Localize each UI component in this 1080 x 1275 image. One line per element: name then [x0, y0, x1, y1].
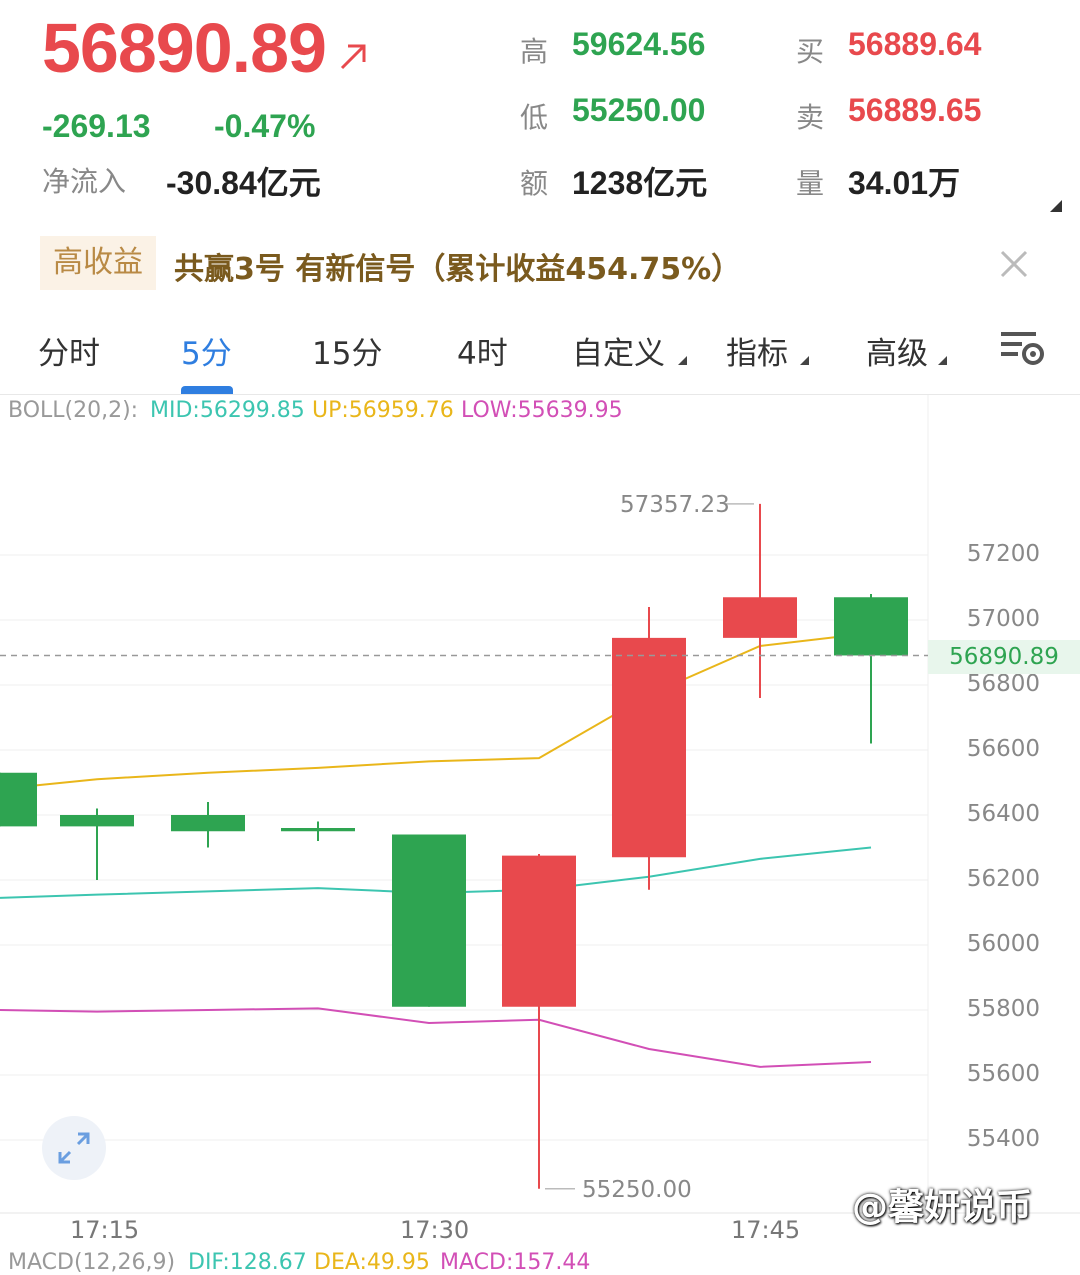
y-tick-label: 57200: [966, 541, 1040, 567]
y-tick-label: 55800: [966, 996, 1040, 1022]
macd-dif: DIF:128.67: [188, 1250, 307, 1275]
y-tick-label: 56200: [966, 866, 1040, 892]
fullscreen-button[interactable]: [42, 1116, 106, 1180]
boll-low: LOW:55639.95: [461, 398, 623, 423]
x-tick-label: 17:45: [731, 1216, 801, 1244]
chart-settings-icon[interactable]: [998, 328, 1048, 368]
tab-15min[interactable]: 15分: [312, 336, 383, 372]
candle-body: [281, 828, 355, 832]
candlestick-chart[interactable]: [0, 395, 1080, 1215]
indicators-dropdown-icon: [800, 356, 809, 365]
buy-label: 买: [796, 35, 825, 68]
current-price-tag: 56890.89: [928, 640, 1080, 674]
volume-label: 量: [796, 167, 825, 200]
boll-up: UP:56959.76: [312, 398, 454, 423]
volume-value: 34.01万: [848, 165, 961, 201]
x-tick-label: 17:30: [400, 1216, 470, 1244]
y-tick-label: 56600: [966, 736, 1040, 762]
promo-text[interactable]: 共赢3号 有新信号（累计收益454.75%）: [174, 252, 742, 287]
max-price-label: 57357.23: [620, 492, 730, 518]
candle-body: [612, 637, 686, 858]
low-label: 低: [520, 101, 549, 134]
amount-label: 额: [520, 167, 549, 200]
candle-body: [723, 597, 797, 638]
boll-lower-line: [0, 1007, 872, 1068]
macd-value: MACD:157.44: [440, 1250, 591, 1275]
y-tick-label: 57000: [966, 606, 1040, 632]
sell-value: 56889.65: [848, 92, 982, 128]
tab-indicators[interactable]: 指标: [726, 336, 788, 372]
tab-advanced[interactable]: 高级: [866, 336, 928, 372]
y-tick-label: 56000: [966, 931, 1040, 957]
min-price-label: 55250.00: [582, 1177, 692, 1203]
tabs-divider: [0, 394, 1080, 395]
tab-4hour[interactable]: 4时: [457, 336, 508, 372]
low-value: 55250.00: [572, 92, 706, 128]
tab-custom[interactable]: 自定义: [572, 336, 665, 372]
net-inflow-label: 净流入: [42, 165, 127, 198]
up-right-arrow-icon: [340, 44, 366, 70]
high-label: 高: [520, 35, 549, 68]
y-tick-label: 56400: [966, 801, 1040, 827]
last-price: 56890.89: [42, 9, 327, 87]
candle-body: [60, 815, 134, 827]
sell-label: 卖: [796, 101, 825, 134]
candle-body: [392, 834, 466, 1007]
y-tick-label: 55600: [966, 1061, 1040, 1087]
x-tick-label: 17:15: [70, 1216, 140, 1244]
candle-body: [834, 597, 908, 656]
y-tick-label: 55400: [966, 1126, 1040, 1152]
y-tick-label: 56800: [966, 671, 1040, 697]
amount-value: 1238亿元: [572, 165, 708, 201]
expand-stats-triangle-icon[interactable]: [1050, 200, 1062, 212]
macd-name: MACD(12,26,9): [8, 1250, 176, 1275]
expand-icon: [58, 1132, 90, 1164]
promo-badge[interactable]: 高收益: [40, 236, 156, 290]
boll-mid: MID:56299.85: [150, 398, 305, 423]
tab-timeshare[interactable]: 分时: [38, 336, 100, 372]
price-change-percent: -0.47%: [214, 108, 316, 144]
buy-value: 56889.64: [848, 26, 982, 62]
price-change: -269.13: [42, 108, 151, 144]
macd-dea: DEA:49.95: [314, 1250, 430, 1275]
close-icon[interactable]: [996, 246, 1032, 282]
candle-body: [171, 815, 245, 832]
custom-dropdown-icon: [678, 356, 687, 365]
boll-name: BOLL(20,2):: [8, 398, 139, 423]
advanced-dropdown-icon: [938, 356, 947, 365]
active-tab-indicator: [181, 386, 233, 394]
high-value: 59624.56: [572, 26, 706, 62]
candle-body: [0, 772, 37, 827]
tab-5min[interactable]: 5分: [181, 336, 232, 372]
watermark: @馨妍说币: [852, 1187, 1033, 1228]
boll-upper-line: [0, 632, 872, 790]
net-inflow-value: -30.84亿元: [166, 165, 321, 201]
candle-body: [502, 855, 576, 1007]
